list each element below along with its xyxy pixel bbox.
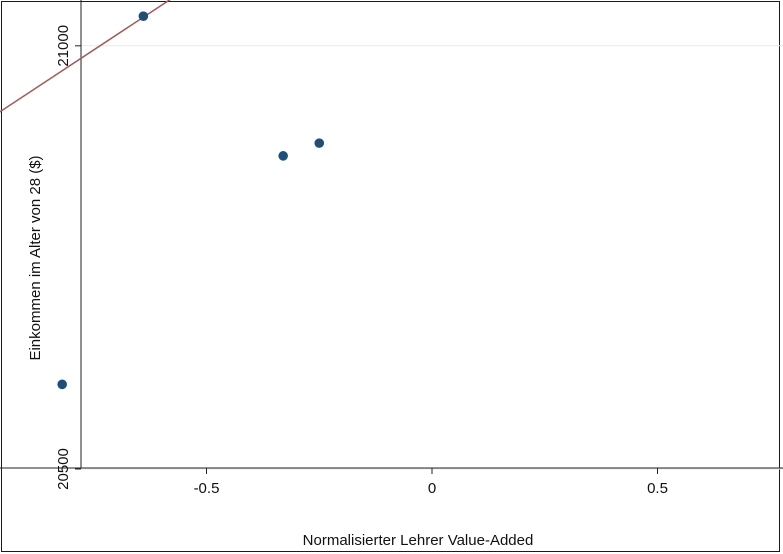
fit-line-group bbox=[0, 0, 171, 113]
x-axis-label: Normalisierter Lehrer Value-Added bbox=[303, 532, 534, 549]
data-point bbox=[57, 379, 67, 390]
data-points bbox=[57, 11, 325, 390]
data-point bbox=[314, 138, 325, 148]
data-point bbox=[138, 11, 149, 21]
fit-line bbox=[0, 0, 171, 113]
y-tick-label: 21000 bbox=[55, 25, 72, 67]
data-point bbox=[278, 151, 288, 161]
grid-lines bbox=[81, 45, 783, 470]
x-tick-label: 0 bbox=[428, 480, 436, 497]
x-tick-label: 0.5 bbox=[647, 480, 668, 497]
x-tick-label: -0.5 bbox=[194, 480, 220, 497]
y-axis-label: Einkommen im Alter von 28 ($) bbox=[27, 155, 44, 360]
axes: 20500210002150022000-1.5-1-0.500.511.5 bbox=[0, 0, 783, 497]
y-tick-label: 20500 bbox=[55, 448, 72, 490]
